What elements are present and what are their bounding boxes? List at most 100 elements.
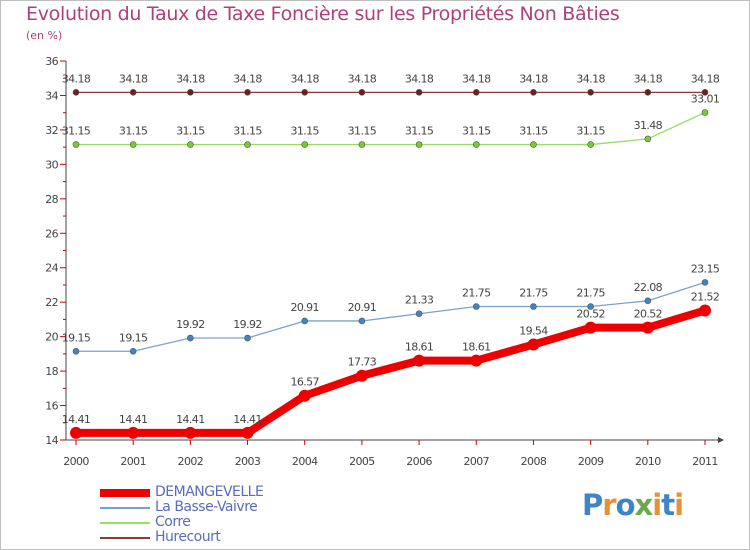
data-point [244,89,251,96]
data-point [415,310,423,318]
data-label: 19.15 [62,331,91,344]
data-point [301,317,309,325]
logo-letter: P [582,488,603,522]
data-label: 31.15 [348,125,377,138]
logo-letter: o [615,488,636,522]
data-point [72,347,80,355]
data-point [187,141,194,148]
y-tick-label: 20 [45,331,58,344]
data-point [530,89,537,96]
chart-title: Evolution du Taux de Taxe Foncière sur l… [26,3,620,25]
data-point [530,141,537,148]
y-tick-label: 16 [45,400,58,413]
y-tick-label: 36 [45,55,58,68]
x-axis-arrow [718,437,724,443]
data-label: 31.15 [290,125,319,138]
y-tick-label: 24 [45,262,58,275]
data-point [298,389,311,402]
legend: DEMANGEVELLE La Basse-Vaivre Corre Hurecour… [100,484,320,546]
y-tick-label: 30 [45,158,58,171]
y-tick-label: 22 [45,296,58,309]
data-point [72,141,80,148]
data-label: 31.15 [233,125,262,138]
data-point [358,317,366,325]
logo-letter: i [674,488,684,522]
data-label: 20.91 [348,301,377,314]
data-point [701,109,709,116]
data-label: 34.18 [691,72,720,85]
data-point [241,426,254,439]
data-point [129,89,137,96]
legend-swatch [100,489,150,497]
data-label: 21.75 [462,286,491,299]
data-point [72,89,80,96]
data-point [644,89,652,96]
data-point [415,89,423,96]
x-tick-label: 2007 [463,455,489,468]
data-label: 34.18 [62,72,91,85]
x-tick-label: 2000 [63,455,89,468]
data-label: 14.41 [62,413,91,426]
data-label: 20.91 [290,301,319,314]
data-label: 19.92 [233,318,262,331]
data-point [701,279,709,286]
x-tick-label: 2008 [521,455,547,468]
data-label: 34.18 [119,72,148,85]
data-label: 31.15 [176,125,205,138]
y-tick-label: 26 [45,227,58,240]
x-tick-label: 2009 [578,455,604,468]
data-point [644,135,652,143]
data-label: 31.15 [405,125,434,138]
proxiti-logo: Proxiti [582,488,684,522]
data-point [415,141,423,148]
x-tick-label: 2004 [292,455,318,468]
data-point [187,334,194,342]
data-point [587,89,594,96]
data-label: 18.61 [405,341,434,354]
logo-letter: t [661,488,675,522]
series-line-corre [75,111,706,146]
data-label: 18.61 [462,341,491,354]
x-tick-label: 2011 [692,455,718,468]
data-label: 34.18 [405,72,434,85]
data-point [699,304,711,317]
data-label: 20.52 [576,308,605,321]
data-label: 34.18 [634,72,663,85]
y-axis-unit: (en %) [26,29,63,42]
data-label: 20.52 [634,308,663,321]
data-point [413,354,426,367]
data-point [701,89,709,96]
series-line-la-basse-vaivre [75,281,706,352]
y-tick-label: 28 [45,193,58,206]
data-point [244,334,251,342]
data-point [187,89,194,96]
legend-swatch [100,522,150,524]
data-point [527,338,540,351]
data-label: 34.18 [576,72,605,85]
data-label: 31.15 [519,125,548,138]
data-point [587,303,594,310]
data-label: 34.18 [176,72,205,85]
data-label: 14.41 [233,413,262,426]
data-label: 34.18 [233,72,262,85]
data-point [129,141,137,148]
y-tick-label: 32 [45,124,58,137]
legend-swatch [100,537,150,539]
x-tick-label: 2003 [235,455,261,468]
data-point [301,89,309,96]
data-point [587,141,594,148]
x-tick-label: 2002 [178,455,204,468]
logo-letter: x [634,488,654,522]
data-label: 19.15 [119,331,148,344]
x-tick-label: 2005 [349,455,375,468]
data-label: 23.15 [691,262,720,275]
data-label: 31.15 [576,125,605,138]
data-label: 17.73 [348,356,377,369]
data-label: 34.18 [290,72,319,85]
data-label: 33.01 [691,93,720,106]
data-label: 31.48 [634,119,663,132]
data-label: 21.75 [576,286,605,299]
y-tick-label: 18 [45,365,58,378]
data-point [358,141,366,148]
